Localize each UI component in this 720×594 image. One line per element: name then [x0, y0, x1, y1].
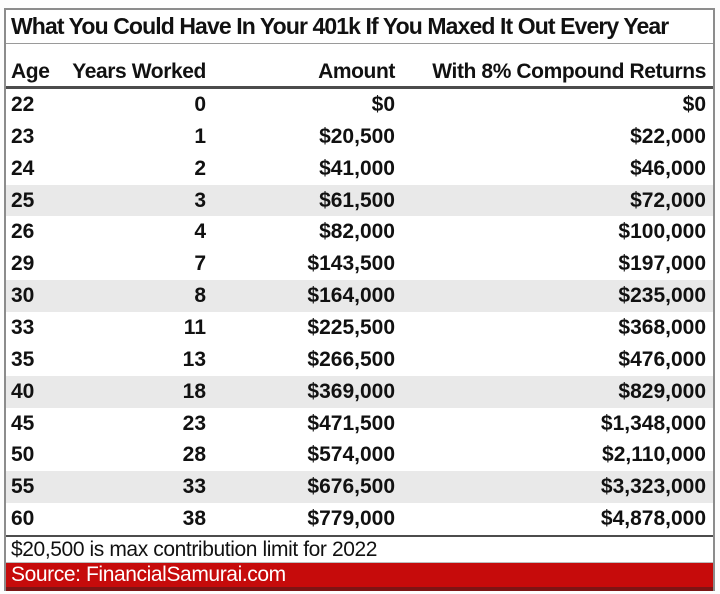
cell-age: 23: [11, 124, 35, 148]
cell-years-worked: 38: [182, 507, 206, 531]
cell-amount: $471,500: [307, 411, 395, 435]
table-row: 26 4 $82,000 $100,000: [6, 216, 713, 249]
cell-amount: $676,500: [307, 475, 395, 499]
cell-years-worked: 11: [183, 315, 206, 339]
table-row: 25 3 $61,500 $72,000: [6, 184, 713, 217]
cell-amount: $82,000: [319, 220, 395, 244]
table-row: 50 28 $574,000 $2,110,000: [6, 439, 713, 472]
cell-returns: $2,110,000: [602, 443, 706, 467]
cell-returns: $1,348,000: [600, 411, 706, 435]
table-row: 45 23 $471,500 $1,348,000: [6, 407, 713, 440]
cell-amount: $574,000: [307, 443, 395, 467]
cell-years-worked: 2: [194, 156, 206, 180]
cell-returns: $72,000: [630, 188, 706, 212]
infographic-frame: What You Could Have In Your 401k If You …: [4, 8, 715, 591]
source-text: Source: FinancialSamurai.com: [11, 563, 286, 586]
cell-returns: $368,000: [618, 315, 706, 339]
cell-age: 50: [11, 443, 35, 467]
cell-years-worked: 18: [182, 379, 206, 403]
cell-years-worked: 8: [194, 284, 206, 308]
column-header-years-worked: Years Worked: [72, 60, 206, 83]
cell-years-worked: 4: [194, 220, 206, 244]
table-row: 23 1 $20,500 $22,000: [6, 120, 713, 153]
table-row: 30 8 $164,000 $235,000: [6, 280, 713, 313]
cell-amount: $779,000: [307, 507, 395, 531]
cell-age: 35: [11, 347, 35, 371]
cell-age: 60: [11, 507, 35, 531]
cell-amount: $143,500: [307, 252, 395, 276]
cell-amount: $41,000: [319, 156, 395, 180]
column-header-amount: Amount: [318, 60, 395, 83]
table-row: 60 38 $779,000 $4,878,000: [6, 503, 713, 536]
cell-returns: $46,000: [630, 156, 706, 180]
cell-amount: $225,500: [307, 315, 395, 339]
table-row: 55 33 $676,500 $3,323,000: [6, 471, 713, 504]
table-row: 35 13 $266,500 $476,000: [6, 343, 713, 376]
cell-age: 40: [11, 379, 35, 403]
cell-returns: $4,878,000: [600, 507, 706, 531]
column-header-compound-returns: With 8% Compound Returns: [432, 60, 706, 83]
cell-years-worked: 1: [194, 124, 206, 148]
cell-returns: $235,000: [618, 284, 706, 308]
cell-amount: $20,500: [319, 124, 395, 148]
cell-amount: $0: [371, 92, 395, 116]
cell-age: 22: [11, 92, 35, 116]
chart-title: What You Could Have In Your 401k If You …: [6, 10, 713, 44]
cell-age: 24: [11, 156, 35, 180]
cell-amount: $61,500: [319, 188, 395, 212]
table-body: 22 0 $0 $0 23 1 $20,500 $22,000 24 2 $41,000 $46,00…: [6, 89, 713, 536]
cell-amount: $266,500: [307, 347, 395, 371]
cell-returns: $0: [682, 92, 706, 116]
cell-years-worked: 28: [182, 443, 206, 467]
cell-years-worked: 13: [182, 347, 206, 371]
cell-years-worked: 3: [194, 188, 206, 212]
cell-returns: $476,000: [618, 347, 706, 371]
cell-age: 25: [11, 188, 35, 212]
table-row: 29 7 $143,500 $197,000: [6, 248, 713, 281]
table-row: 33 11 $225,500 $368,000: [6, 312, 713, 344]
footnote: $20,500 is max contribution limit for 20…: [6, 535, 713, 562]
cell-returns: $829,000: [618, 379, 706, 403]
cell-returns: $197,000: [618, 252, 706, 276]
cell-returns: $22,000: [630, 124, 706, 148]
cell-years-worked: 7: [194, 252, 206, 276]
table-header-row: Age Years Worked Amount With 8% Compound…: [6, 44, 713, 89]
cell-returns: $100,000: [618, 220, 706, 244]
cell-years-worked: 33: [182, 475, 206, 499]
cell-returns: $3,323,000: [600, 475, 706, 499]
cell-years-worked: 23: [182, 411, 206, 435]
cell-age: 45: [11, 411, 35, 435]
cell-age: 55: [11, 475, 35, 499]
table-row: 24 2 $41,000 $46,000: [6, 152, 713, 185]
cell-years-worked: 0: [194, 92, 206, 116]
cell-amount: $164,000: [307, 284, 395, 308]
source-banner: Source: FinancialSamurai.com: [6, 562, 713, 591]
cell-age: 26: [11, 220, 35, 244]
cell-age: 33: [11, 315, 35, 339]
cell-age: 30: [11, 284, 35, 308]
cell-age: 29: [11, 252, 35, 276]
table-row: 40 18 $369,000 $829,000: [6, 375, 713, 408]
table-row: 22 0 $0 $0: [6, 89, 713, 121]
cell-amount: $369,000: [307, 379, 395, 403]
column-header-age: Age: [11, 60, 50, 83]
